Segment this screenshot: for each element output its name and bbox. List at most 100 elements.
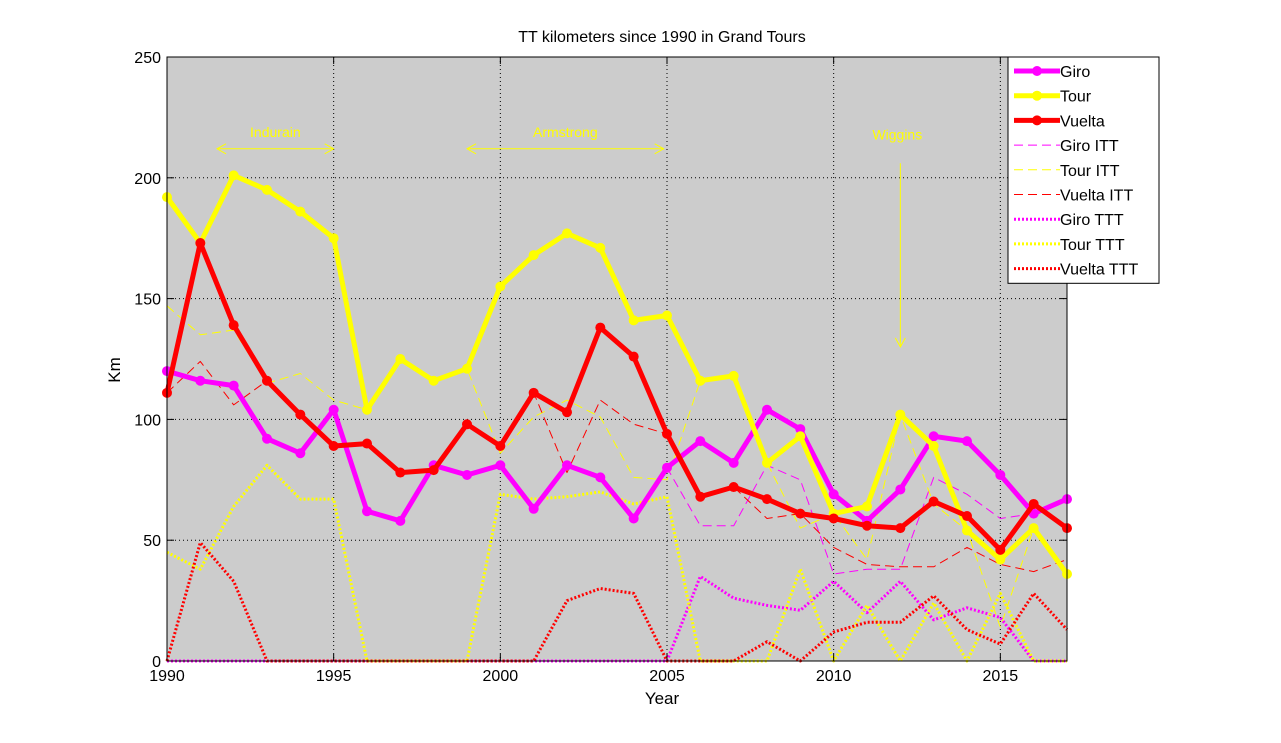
point-tour-2012	[895, 409, 906, 420]
point-tour-1996	[362, 404, 372, 415]
point-giro-2003	[595, 472, 606, 483]
annotation-label-indurain: Indurain	[250, 124, 301, 140]
legend-item-giro: Giro	[1014, 64, 1090, 81]
series-tour-itt	[166, 305, 1068, 628]
legend-marker-giro	[1032, 66, 1042, 76]
point-vuelta-2005	[662, 428, 672, 439]
legend-item-giro-ttt: Giro TTT	[1014, 212, 1124, 229]
point-tour-1992	[228, 170, 239, 181]
y-axis-label: Km	[105, 357, 124, 383]
legend: Giro Tour Vuelta Giro ITT Tour ITT Vuelta ITT…	[1007, 56, 1160, 284]
series-line-giro-itt	[166, 370, 1068, 575]
series-giro-itt	[166, 370, 1068, 575]
point-vuelta-2001	[528, 387, 539, 398]
point-vuelta-2004	[628, 351, 639, 362]
legend-label-tour-ttt: Tour TTT	[1060, 237, 1125, 254]
legend-item-vuelta: Vuelta	[1014, 113, 1105, 130]
annotations: Indurain Armstrong Wiggins	[215, 124, 922, 348]
point-vuelta-1995	[328, 440, 339, 451]
legend-item-tour-ttt: Tour TTT	[1014, 237, 1125, 254]
legend-item-tour: Tour	[1014, 89, 1092, 106]
series-line-tour	[164, 172, 1070, 576]
legend-label-vuelta-ttt: Vuelta TTT	[1060, 262, 1138, 279]
x-tick-label-2010: 2010	[816, 668, 852, 685]
point-vuelta-2003	[595, 322, 606, 333]
point-tour-2014	[962, 525, 972, 536]
point-giro-2007	[728, 457, 739, 468]
point-tour-2001	[528, 250, 539, 261]
legend-label-vuelta-itt: Vuelta ITT	[1060, 188, 1133, 205]
point-giro-2002	[562, 460, 572, 471]
point-giro-1999	[462, 469, 472, 480]
point-tour-2008	[762, 457, 772, 468]
point-giro-1994	[295, 448, 306, 459]
point-tour-2011	[862, 501, 872, 512]
point-giro-2000	[495, 460, 506, 471]
point-vuelta-2002	[562, 407, 572, 418]
point-tour-1993	[262, 184, 272, 195]
point-tour-2013	[928, 440, 939, 451]
plot-frame	[166, 56, 1068, 662]
annotation-arrowhead-right-armstrong	[654, 143, 665, 155]
legend-label-tour: Tour	[1060, 89, 1092, 106]
annotation-indurain: Indurain	[215, 124, 335, 155]
chart-title: TT kilometers since 1990 in Grand Tours	[518, 29, 806, 46]
point-tour-2000	[495, 281, 506, 292]
point-giro-2008	[762, 404, 772, 415]
legend-item-vuelta-itt: Vuelta ITT	[1014, 188, 1133, 205]
y-tick-label-150: 150	[134, 292, 161, 309]
series-vuelta-ttt	[165, 541, 1069, 663]
legend-label-vuelta: Vuelta	[1060, 113, 1105, 130]
point-giro-1993	[262, 433, 272, 444]
point-giro-2001	[528, 503, 539, 514]
point-giro-1996	[362, 506, 372, 517]
point-vuelta-2013	[928, 496, 939, 507]
legend-label-giro: Giro	[1060, 64, 1090, 81]
point-giro-2014	[962, 436, 972, 447]
point-tour-2016	[1028, 523, 1039, 534]
x-tick-label-2015: 2015	[983, 668, 1019, 685]
legend-marker-tour	[1032, 90, 1042, 101]
y-tick-label-100: 100	[134, 412, 161, 429]
series-line-vuelta-ttt	[165, 541, 1069, 663]
point-vuelta-2008	[762, 494, 772, 505]
y-tick-label-50: 50	[143, 533, 161, 550]
point-vuelta-1994	[295, 409, 306, 420]
legend-label-tour-itt: Tour ITT	[1060, 163, 1120, 180]
point-vuelta-2012	[895, 523, 906, 534]
plot-background	[167, 57, 1067, 661]
point-tour-2009	[795, 431, 806, 442]
point-tour-2007	[728, 370, 739, 381]
annotation-wiggins: Wiggins	[872, 126, 922, 348]
annotation-armstrong: Armstrong	[465, 124, 665, 155]
legend-marker-vuelta	[1032, 115, 1042, 126]
series-vuelta	[162, 238, 1072, 555]
point-vuelta-1993	[262, 375, 272, 386]
point-tour-2005	[662, 310, 672, 321]
series-line-tour-itt	[166, 305, 1068, 628]
annotation-arrowhead-left-indurain	[215, 143, 227, 155]
x-tick-label-2000: 2000	[483, 668, 519, 685]
point-tour-1999	[462, 363, 472, 374]
point-tour-1995	[328, 233, 339, 244]
y-tick-label-0: 0	[152, 654, 161, 671]
legend-label-giro-itt: Giro ITT	[1060, 138, 1119, 155]
y-tick-label-250: 250	[134, 50, 161, 67]
point-giro-2009	[795, 424, 806, 435]
point-tour-1994	[295, 206, 306, 217]
point-vuelta-2016	[1028, 498, 1039, 509]
series-layer	[162, 170, 1072, 663]
x-tick-label-1995: 1995	[316, 668, 352, 685]
legend-label-giro-ttt: Giro TTT	[1060, 212, 1124, 229]
point-vuelta-2015	[995, 544, 1006, 555]
grid	[167, 57, 1067, 661]
x-tick-label-2005: 2005	[649, 668, 685, 685]
point-vuelta-1999	[462, 419, 472, 430]
point-giro-1992	[228, 380, 239, 391]
point-giro-1991	[195, 375, 206, 386]
x-axis-label: Year	[645, 689, 680, 708]
point-vuelta-2011	[862, 520, 872, 531]
series-line-vuelta	[164, 240, 1069, 553]
y-tick-label-200: 200	[134, 171, 161, 188]
x-tick-label-1990: 1990	[149, 668, 185, 685]
